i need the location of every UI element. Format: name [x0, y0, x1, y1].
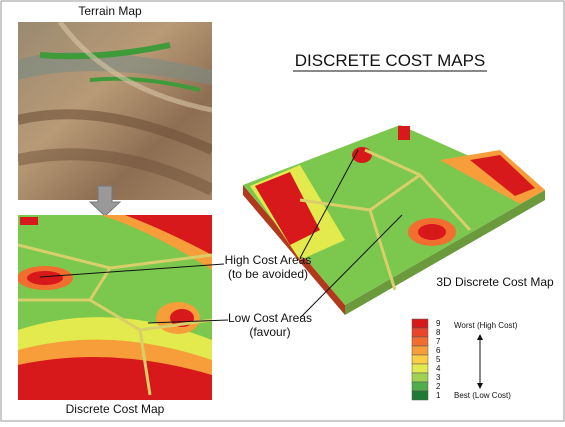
legend-level: 4: [436, 364, 441, 373]
legend-swatch: [411, 345, 429, 356]
legend-level: 8: [436, 328, 441, 337]
terrain-image: [18, 22, 212, 200]
legend-swatch: [411, 327, 429, 338]
cost-map-3d-label: 3D Discrete Cost Map: [436, 275, 554, 289]
figure-title: DISCRETE COST MAPS: [295, 51, 486, 70]
legend-bottom-label: Best (Low Cost): [454, 391, 511, 400]
annotation: High Cost Areas: [225, 253, 312, 267]
legend-arrow: [477, 334, 483, 340]
legend-level: 9: [436, 319, 441, 328]
annotation: (favour): [249, 325, 290, 339]
legend-level: 5: [436, 355, 441, 364]
legend-level: 7: [436, 337, 441, 346]
legend-arrow: [477, 383, 483, 389]
legend-swatch: [411, 354, 429, 365]
legend-swatch: [411, 363, 429, 374]
legend-level: 6: [436, 346, 441, 355]
legend-level: 2: [436, 382, 441, 391]
leader-lines: [39, 149, 403, 324]
terrain-label: Terrain Map: [78, 4, 142, 18]
annotation: (to be avoided): [228, 267, 308, 281]
legend-top-label: Worst (High Cost): [454, 321, 518, 330]
cost-map-3d-image: [243, 125, 545, 315]
legend: Worst (High Cost) Best (Low Cost) 987654…: [411, 318, 518, 401]
legend-level: 1: [436, 391, 441, 400]
annotation: Low Cost Areas: [228, 311, 312, 325]
cost-map-2d-label: Discrete Cost Map: [66, 402, 165, 416]
legend-level: 3: [436, 373, 441, 382]
legend-swatch: [411, 318, 429, 329]
legend-swatch: [411, 381, 429, 392]
down-arrow: [88, 185, 122, 217]
legend-swatch: [411, 336, 429, 347]
cost-map-2d-image: [18, 215, 212, 400]
legend-swatch: [411, 372, 429, 383]
legend-swatch: [411, 390, 429, 401]
